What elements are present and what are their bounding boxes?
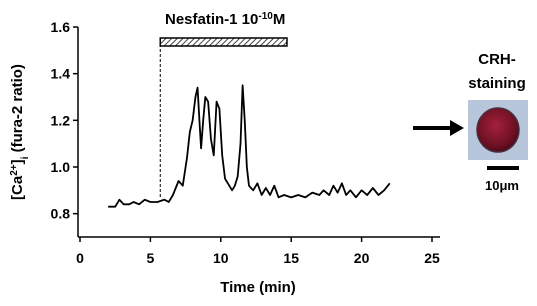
x-tick-label: 5	[147, 250, 155, 266]
arrow-head	[450, 120, 464, 136]
x-tick-label: 10	[213, 250, 229, 266]
y-tick-label: 0.8	[51, 206, 71, 222]
y-tick-label: 1.2	[51, 112, 71, 128]
x-tick-label: 15	[283, 250, 299, 266]
trace	[108, 85, 390, 206]
y-tick-label: 1.6	[51, 19, 71, 35]
chart: [Ca2+]i (fura-2 ratio) Time (min) Nesfat…	[0, 0, 537, 301]
y-axis-label: [Ca2+]i (fura-2 ratio)	[9, 64, 31, 200]
inset: CRH- staining 10μm	[413, 51, 528, 193]
y-tick-label: 1.0	[51, 159, 71, 175]
treatment-label: Nesfatin-1 10-10M	[165, 11, 285, 29]
inset-title: CRH-	[478, 51, 516, 68]
x-tick-label: 25	[424, 250, 440, 266]
scale-label: 10μm	[485, 178, 519, 193]
inset-title: staining	[468, 75, 526, 92]
x-tick-label: 0	[76, 250, 84, 266]
x-tick-label: 20	[354, 250, 370, 266]
y-tick-label: 1.4	[51, 66, 71, 82]
cell	[477, 108, 519, 152]
treatment-bar	[160, 38, 287, 46]
x-axis-label: Time (min)	[220, 279, 296, 296]
